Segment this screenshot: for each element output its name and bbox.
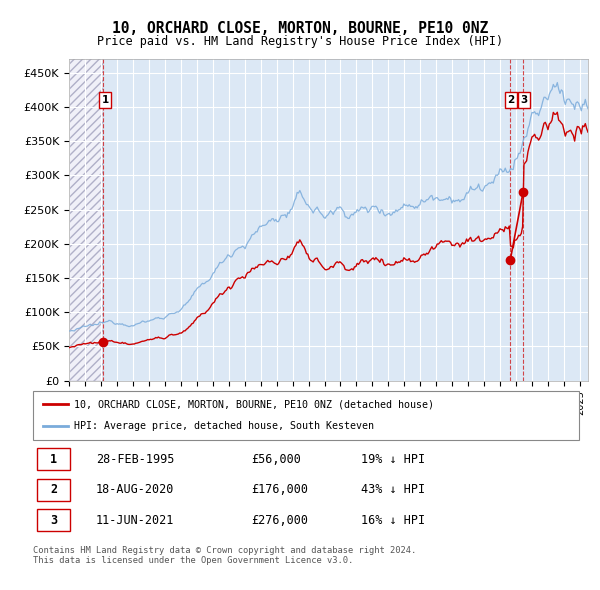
- Text: HPI: Average price, detached house, South Kesteven: HPI: Average price, detached house, Sout…: [74, 421, 374, 431]
- Text: £176,000: £176,000: [251, 483, 308, 497]
- Text: 10, ORCHARD CLOSE, MORTON, BOURNE, PE10 0NZ: 10, ORCHARD CLOSE, MORTON, BOURNE, PE10 …: [112, 21, 488, 36]
- Text: 2: 2: [508, 95, 515, 105]
- Text: 10, ORCHARD CLOSE, MORTON, BOURNE, PE10 0NZ (detached house): 10, ORCHARD CLOSE, MORTON, BOURNE, PE10 …: [74, 399, 434, 409]
- Text: 3: 3: [520, 95, 527, 105]
- Text: £56,000: £56,000: [251, 453, 301, 466]
- Text: 2: 2: [50, 483, 58, 497]
- Text: 19% ↓ HPI: 19% ↓ HPI: [361, 453, 425, 466]
- Text: 18-AUG-2020: 18-AUG-2020: [96, 483, 174, 497]
- FancyBboxPatch shape: [37, 509, 70, 531]
- Bar: [69, 59, 103, 381]
- Text: 11-JUN-2021: 11-JUN-2021: [96, 514, 174, 527]
- Text: 16% ↓ HPI: 16% ↓ HPI: [361, 514, 425, 527]
- FancyBboxPatch shape: [37, 448, 70, 470]
- Text: £276,000: £276,000: [251, 514, 308, 527]
- Text: 1: 1: [101, 95, 109, 105]
- FancyBboxPatch shape: [33, 391, 579, 440]
- Text: 3: 3: [50, 514, 58, 527]
- Text: Price paid vs. HM Land Registry's House Price Index (HPI): Price paid vs. HM Land Registry's House …: [97, 35, 503, 48]
- Text: Contains HM Land Registry data © Crown copyright and database right 2024.
This d: Contains HM Land Registry data © Crown c…: [33, 546, 416, 565]
- Text: 1: 1: [50, 453, 58, 466]
- Text: 28-FEB-1995: 28-FEB-1995: [96, 453, 174, 466]
- Text: 43% ↓ HPI: 43% ↓ HPI: [361, 483, 425, 497]
- FancyBboxPatch shape: [37, 478, 70, 501]
